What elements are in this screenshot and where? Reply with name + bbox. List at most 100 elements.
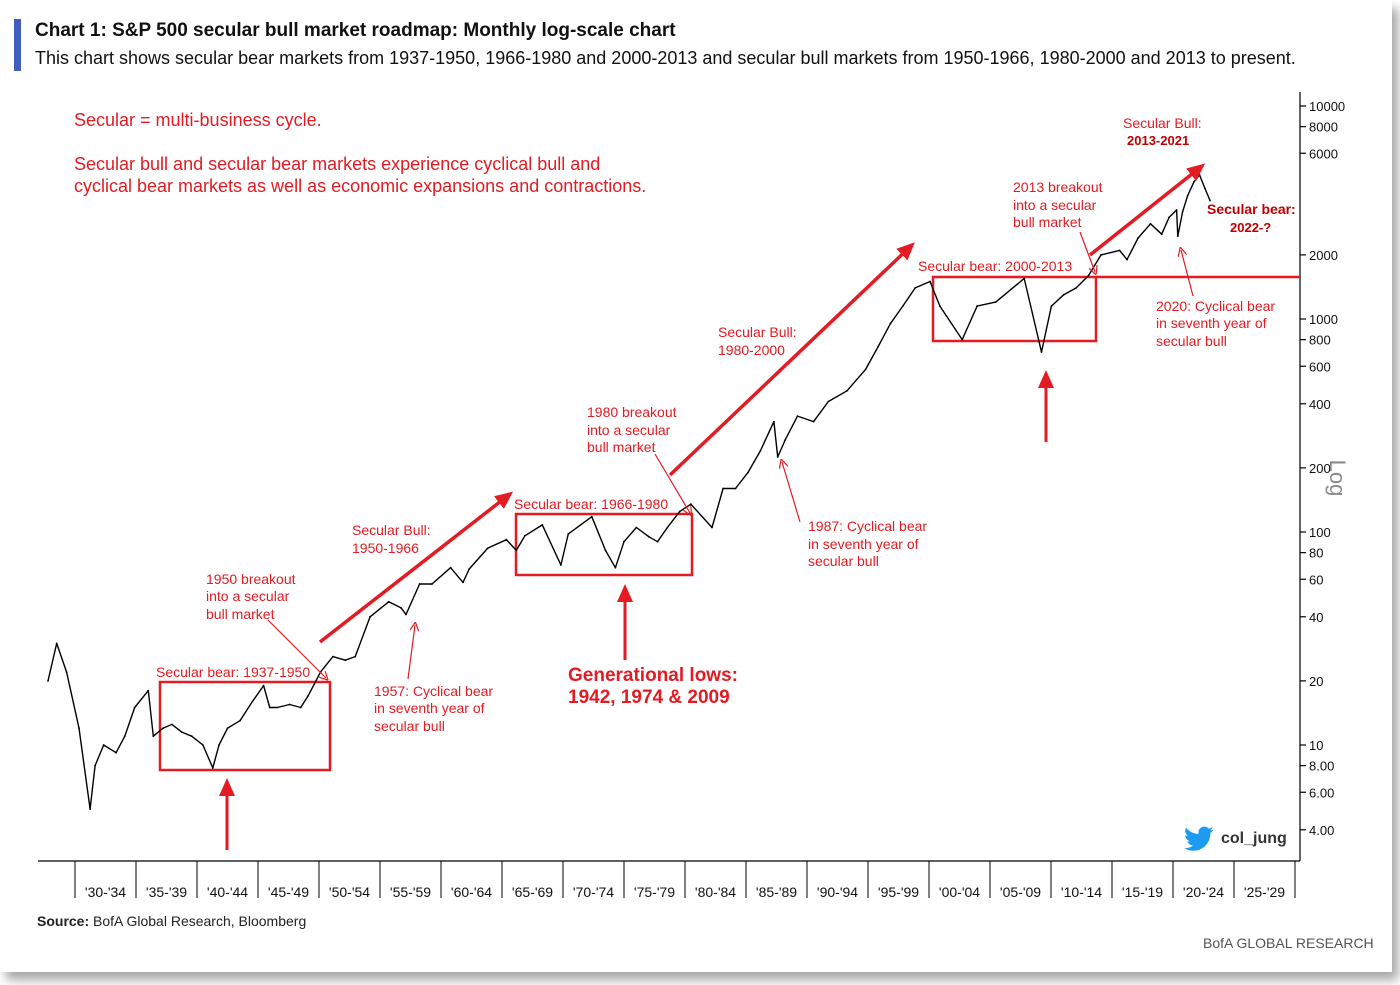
sp500-data-point (400, 607, 402, 609)
definition-line-3: cyclical bear markets as well as economi… (74, 176, 646, 196)
label-generational-lows-l1: Generational lows: (568, 665, 738, 686)
sp500-data-point (796, 415, 799, 417)
sp500-data-point (251, 700, 254, 703)
pointer-1987 (782, 462, 801, 523)
sp500-data-point (515, 549, 518, 552)
label-breakout-2013-l2: into a secular (1013, 197, 1097, 213)
sp500-data-point (889, 322, 892, 325)
twitter-handle: col_jung (1221, 830, 1287, 847)
sp500-data-point (431, 583, 433, 585)
sp500-data-point (567, 533, 570, 535)
x-tick-label: '00-'04 (939, 884, 980, 900)
sp500-data-point (656, 540, 659, 543)
sp500-data-point (1186, 194, 1189, 197)
label-bull-1950-l1: Secular Bull: (352, 522, 431, 538)
x-tick-label: '45-'49 (268, 884, 309, 900)
label-breakout-1980-l2: into a secular (587, 422, 671, 438)
label-cyclical-2020-l2: in seventh year of (1156, 315, 1267, 331)
sp500-data-point (1126, 258, 1128, 261)
sp500-data-point (405, 613, 407, 616)
sp500-data-point (171, 723, 173, 726)
y-tick-label: 1000 (1309, 312, 1338, 327)
sp500-data-point (1137, 237, 1139, 239)
sp500-data-point (1100, 254, 1102, 256)
definition-line-2: Secular bull and secular bear markets ex… (74, 154, 600, 174)
sp500-data-point (387, 600, 390, 603)
sp500-data-point (226, 727, 229, 729)
sp500-data-point (1160, 233, 1163, 236)
sp500-data-point (541, 524, 544, 526)
sp500-data-point (418, 583, 421, 585)
y-tick-label: 8.00 (1309, 759, 1334, 774)
sp500-data-point (812, 420, 815, 423)
sp500-data-point (211, 767, 214, 769)
sp500-data-point (94, 764, 96, 767)
sp500-data-point (47, 680, 49, 682)
label-breakout-1980-l1: 1980 breakout (587, 404, 677, 420)
y-tick-label: 2000 (1309, 248, 1338, 263)
sp500-data-point (344, 659, 347, 662)
sp500-data-point (332, 655, 334, 658)
x-tick-label: '95-'99 (878, 884, 919, 900)
sp500-data-point (1040, 351, 1043, 353)
sp500-data-point (505, 538, 508, 541)
label-cyclical-1987-l3: secular bull (808, 553, 879, 569)
sp500-data-point (1062, 293, 1065, 296)
sp500-data-point (1149, 222, 1152, 225)
sp500-data-point (524, 534, 526, 537)
y-tick-label: 4.00 (1309, 823, 1334, 838)
label-breakout-1980-l3: bull market (587, 439, 656, 455)
x-tick-label: '10-'14 (1061, 884, 1102, 900)
y-tick-label: 10 (1309, 738, 1323, 753)
label-cyclical-1957-l2: in seventh year of (374, 700, 485, 716)
bear-box-2000-2013 (931, 275, 1098, 343)
sp500-data-point (1175, 209, 1178, 211)
x-tick-label: '70-'74 (573, 884, 614, 900)
x-tick-label: '75-'79 (634, 884, 675, 900)
sp500-data-point (939, 305, 941, 307)
sp500-data-point (773, 420, 775, 423)
label-bull-2013-l2: 2013-2021 (1127, 133, 1189, 148)
y-tick-label: 200 (1309, 461, 1331, 476)
y-tick-label: 6000 (1309, 146, 1338, 161)
x-tick-label: '40-'44 (207, 884, 248, 900)
secular-bull-arrow-1980 (668, 242, 915, 477)
label-bear-2022-l2: 2022-? (1230, 220, 1271, 235)
pointer-1950-breakout (267, 619, 326, 678)
y-tick-label: 20 (1309, 674, 1323, 689)
x-tick-label: '85-'89 (756, 884, 797, 900)
sp500-data-point (734, 487, 737, 490)
secular-bull-arrow-1950 (318, 491, 514, 644)
x-tick-label: '90-'94 (817, 884, 858, 900)
sp500-data-point (123, 735, 126, 738)
chart-title: Chart 1: S&P 500 secular bull market roa… (35, 20, 676, 41)
pointer-1980-breakout (654, 453, 690, 513)
sp500-data-point (614, 566, 617, 569)
sp500-data-point (449, 566, 452, 569)
chart-subtitle: This chart shows secular bear markets fr… (35, 48, 1296, 68)
title-accent-bar (14, 19, 21, 71)
sp500-data-point (864, 368, 867, 371)
sp500-data-point (635, 526, 638, 529)
sp500-data-point (1087, 274, 1090, 277)
sp500-data-point (133, 706, 136, 709)
sp500-data-point (678, 510, 681, 513)
sp500-data-point (276, 706, 279, 709)
label-breakout-2013-l3: bull market (1013, 214, 1082, 230)
sp500-data-point (901, 305, 904, 307)
bear-box-1966-1980 (514, 512, 694, 577)
label-bull-2013-l1: Secular Bull: (1123, 115, 1202, 131)
x-tick-label: '55-'59 (390, 884, 431, 900)
label-breakout-1950-l2: into a secular (206, 588, 290, 604)
pointer-1957 (407, 625, 415, 680)
label-bull-1980-l2: 1980-2000 (718, 342, 785, 358)
sp500-data-point (1181, 210, 1184, 213)
label-breakout-1950-l3: bull market (206, 606, 275, 622)
x-tick-label: '65-'69 (512, 884, 553, 900)
label-cyclical-1987-l1: 1987: Cyclical bear (808, 518, 927, 534)
sp500-data-point (604, 549, 607, 552)
label-cyclical-1957-l3: secular bull (374, 718, 445, 734)
y-tick-label: 400 (1309, 397, 1331, 412)
label-breakout-2013-l1: 2013 breakout (1013, 179, 1103, 195)
